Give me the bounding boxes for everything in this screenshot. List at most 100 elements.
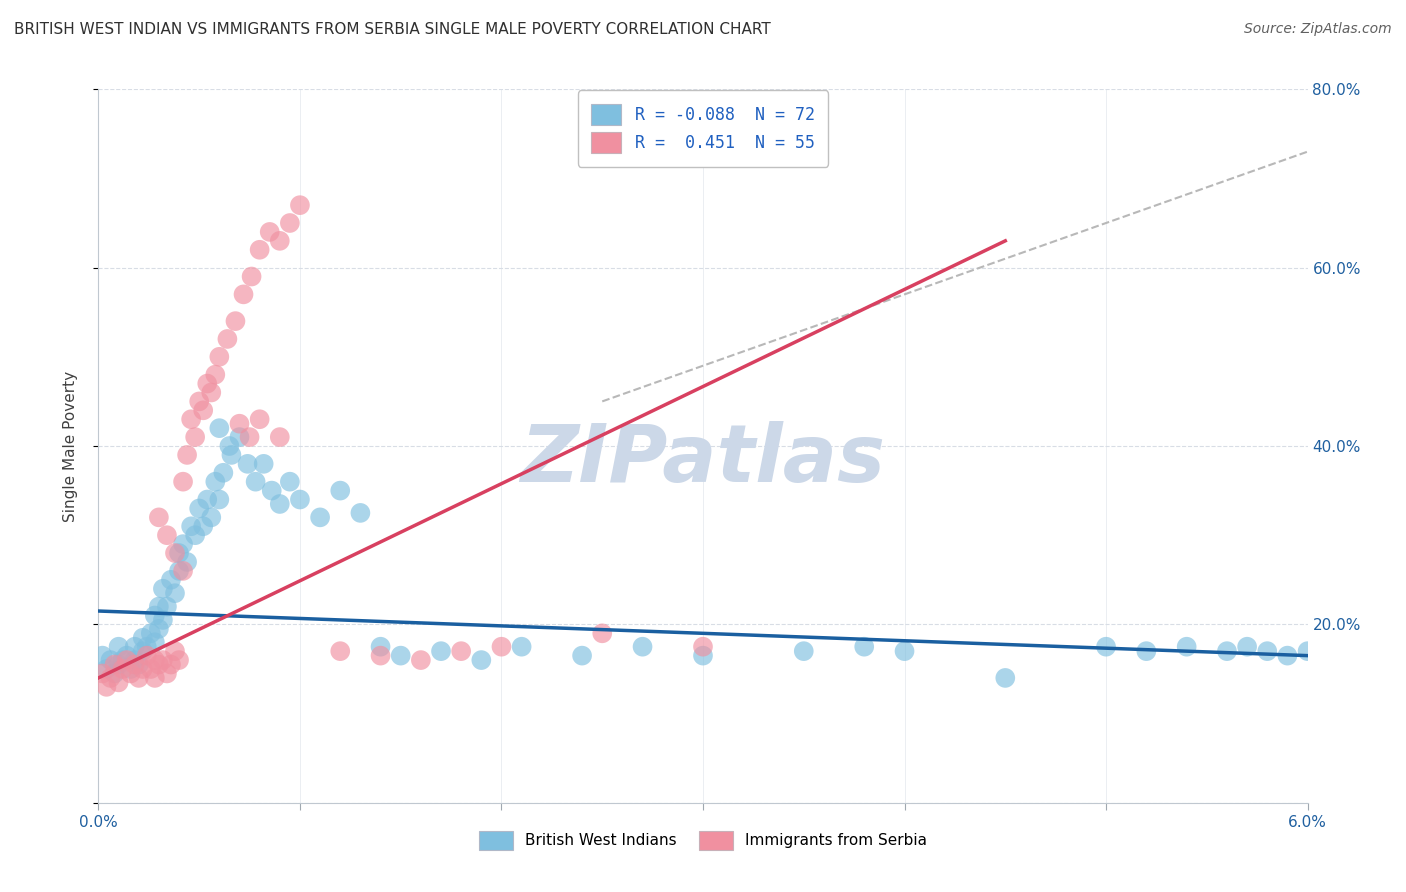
Point xyxy=(232,287,254,301)
Point xyxy=(228,417,250,431)
Point xyxy=(115,648,138,663)
Point xyxy=(128,671,150,685)
Point xyxy=(135,648,157,663)
Point xyxy=(96,680,118,694)
Point xyxy=(167,564,190,578)
Point xyxy=(100,653,122,667)
Point xyxy=(1236,640,1258,654)
Point xyxy=(148,510,170,524)
Point xyxy=(172,564,194,578)
Point xyxy=(107,640,129,654)
Point xyxy=(240,269,263,284)
Point xyxy=(329,483,352,498)
Point xyxy=(124,653,146,667)
Point xyxy=(591,626,613,640)
Point xyxy=(269,234,291,248)
Point xyxy=(329,644,352,658)
Point xyxy=(195,492,218,507)
Point xyxy=(1216,644,1239,658)
Point xyxy=(278,475,301,489)
Point xyxy=(430,644,453,658)
Point xyxy=(239,430,262,444)
Point xyxy=(217,332,239,346)
Text: ZIPatlas: ZIPatlas xyxy=(520,421,886,500)
Point xyxy=(167,546,190,560)
Point xyxy=(163,546,186,560)
Point xyxy=(200,510,222,524)
Y-axis label: Single Male Poverty: Single Male Poverty xyxy=(63,370,77,522)
Point xyxy=(409,653,432,667)
Point xyxy=(1256,644,1278,658)
Point xyxy=(204,475,226,489)
Point xyxy=(204,368,226,382)
Point xyxy=(124,640,146,654)
Point xyxy=(571,648,593,663)
Point xyxy=(259,225,281,239)
Point xyxy=(176,555,198,569)
Point xyxy=(160,657,183,672)
Point xyxy=(152,653,174,667)
Point xyxy=(148,599,170,614)
Point xyxy=(176,448,198,462)
Point xyxy=(132,662,155,676)
Point xyxy=(188,501,211,516)
Point xyxy=(180,519,202,533)
Point xyxy=(148,622,170,636)
Point xyxy=(107,657,129,672)
Point xyxy=(148,657,170,672)
Point xyxy=(236,457,259,471)
Point xyxy=(156,599,179,614)
Point xyxy=(143,635,166,649)
Point xyxy=(156,666,179,681)
Text: Source: ZipAtlas.com: Source: ZipAtlas.com xyxy=(1244,22,1392,37)
Point xyxy=(1296,644,1319,658)
Point xyxy=(172,537,194,551)
Point xyxy=(278,216,301,230)
Point xyxy=(370,648,392,663)
Point xyxy=(172,475,194,489)
Point xyxy=(128,657,150,672)
Point xyxy=(224,314,246,328)
Point xyxy=(163,586,186,600)
Point xyxy=(152,582,174,596)
Point xyxy=(111,662,134,676)
Point xyxy=(132,631,155,645)
Point xyxy=(135,640,157,654)
Point xyxy=(253,457,276,471)
Point xyxy=(139,626,162,640)
Point xyxy=(195,376,218,391)
Point xyxy=(692,648,714,663)
Point xyxy=(470,653,492,667)
Point xyxy=(152,613,174,627)
Point xyxy=(96,662,118,676)
Point xyxy=(212,466,235,480)
Point xyxy=(132,644,155,658)
Point xyxy=(208,492,231,507)
Point xyxy=(193,519,215,533)
Point xyxy=(200,385,222,400)
Point xyxy=(249,243,271,257)
Point xyxy=(269,497,291,511)
Point xyxy=(184,528,207,542)
Point xyxy=(120,662,142,676)
Point xyxy=(1135,644,1157,658)
Point xyxy=(124,657,146,672)
Point xyxy=(269,430,291,444)
Point xyxy=(103,657,125,672)
Point xyxy=(1095,640,1118,654)
Point xyxy=(139,662,162,676)
Point xyxy=(491,640,513,654)
Point xyxy=(143,653,166,667)
Point xyxy=(389,648,412,663)
Point xyxy=(692,640,714,654)
Point xyxy=(193,403,215,417)
Point xyxy=(228,430,250,444)
Point xyxy=(994,671,1017,685)
Point xyxy=(103,666,125,681)
Point xyxy=(188,394,211,409)
Point xyxy=(288,492,311,507)
Point xyxy=(450,644,472,658)
Point xyxy=(260,483,283,498)
Point xyxy=(1277,648,1299,663)
Point xyxy=(180,412,202,426)
